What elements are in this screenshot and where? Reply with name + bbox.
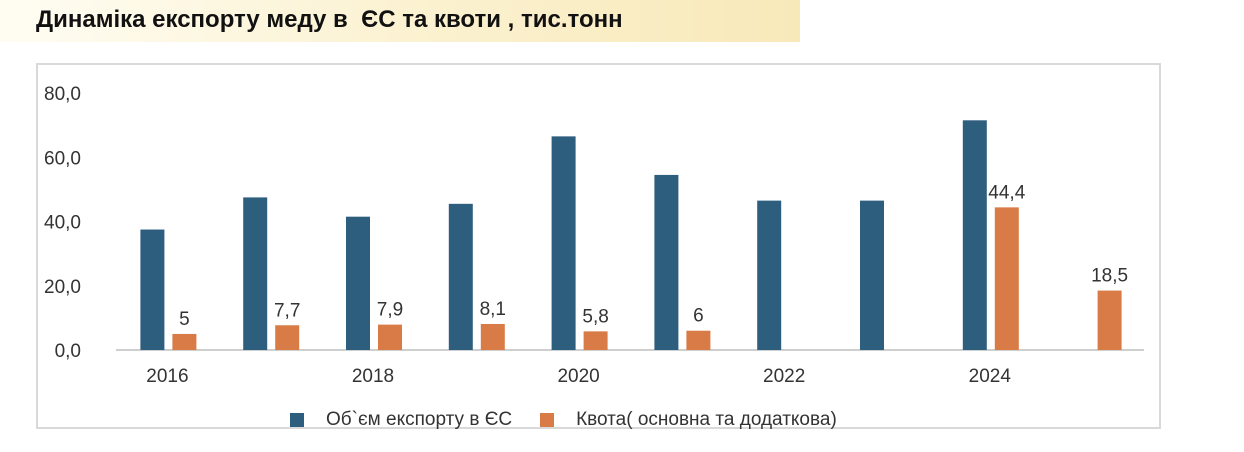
y-tick-label: 60,0 bbox=[44, 148, 81, 169]
x-tick-label: 2022 bbox=[763, 366, 805, 387]
bar-quota bbox=[275, 325, 300, 350]
y-tick-label: 80,0 bbox=[44, 84, 81, 105]
data-label: 5,8 bbox=[582, 306, 608, 327]
y-tick-label: 20,0 bbox=[44, 277, 81, 298]
x-tick-label: 2018 bbox=[352, 366, 394, 387]
bar-export bbox=[962, 120, 987, 351]
bar-export bbox=[757, 200, 782, 350]
bar-quota bbox=[480, 323, 505, 350]
data-label: 7,9 bbox=[377, 300, 403, 321]
bar-export bbox=[243, 197, 268, 350]
bar-quota bbox=[686, 330, 711, 350]
y-tick-label: 0,0 bbox=[55, 341, 81, 362]
bar-export bbox=[140, 229, 165, 350]
chart-title: Динаміка експорту меду в ЄС та квоти , т… bbox=[36, 6, 623, 33]
legend-swatch-quota bbox=[540, 413, 555, 427]
bar-quota bbox=[994, 207, 1019, 350]
legend-item-quota: Квота( основна та додаткова) bbox=[540, 409, 837, 431]
x-tick-label: 2024 bbox=[969, 366, 1012, 387]
legend: Об`єм експорту в ЄС Квота( основна та до… bbox=[290, 407, 865, 433]
data-label: 5 bbox=[179, 309, 190, 330]
data-label: 8,1 bbox=[480, 299, 506, 320]
x-tick-label: 2020 bbox=[557, 366, 599, 387]
data-label: 7,7 bbox=[274, 300, 300, 321]
y-tick-label: 40,0 bbox=[44, 213, 81, 234]
legend-label-quota: Квота( основна та додаткова) bbox=[576, 409, 837, 430]
bar-quota bbox=[1097, 290, 1122, 350]
bar-export bbox=[654, 174, 679, 350]
title-band bbox=[0, 0, 800, 42]
legend-item-export: Об`єм експорту в ЄС bbox=[290, 409, 512, 431]
legend-swatch-export bbox=[290, 413, 304, 427]
bar-export bbox=[860, 200, 884, 350]
bar-export bbox=[448, 203, 473, 350]
bar-quota bbox=[378, 324, 402, 350]
legend-label-export: Об`єм експорту в ЄС bbox=[326, 409, 513, 430]
x-tick-label: 2016 bbox=[146, 366, 188, 387]
bar-quota bbox=[583, 331, 608, 350]
bar-quota bbox=[172, 333, 197, 350]
data-label: 6 bbox=[693, 306, 704, 327]
bar-export bbox=[346, 216, 370, 350]
bar-export bbox=[551, 136, 576, 350]
data-label: 44,4 bbox=[988, 182, 1025, 203]
data-label: 18,5 bbox=[1091, 266, 1128, 287]
